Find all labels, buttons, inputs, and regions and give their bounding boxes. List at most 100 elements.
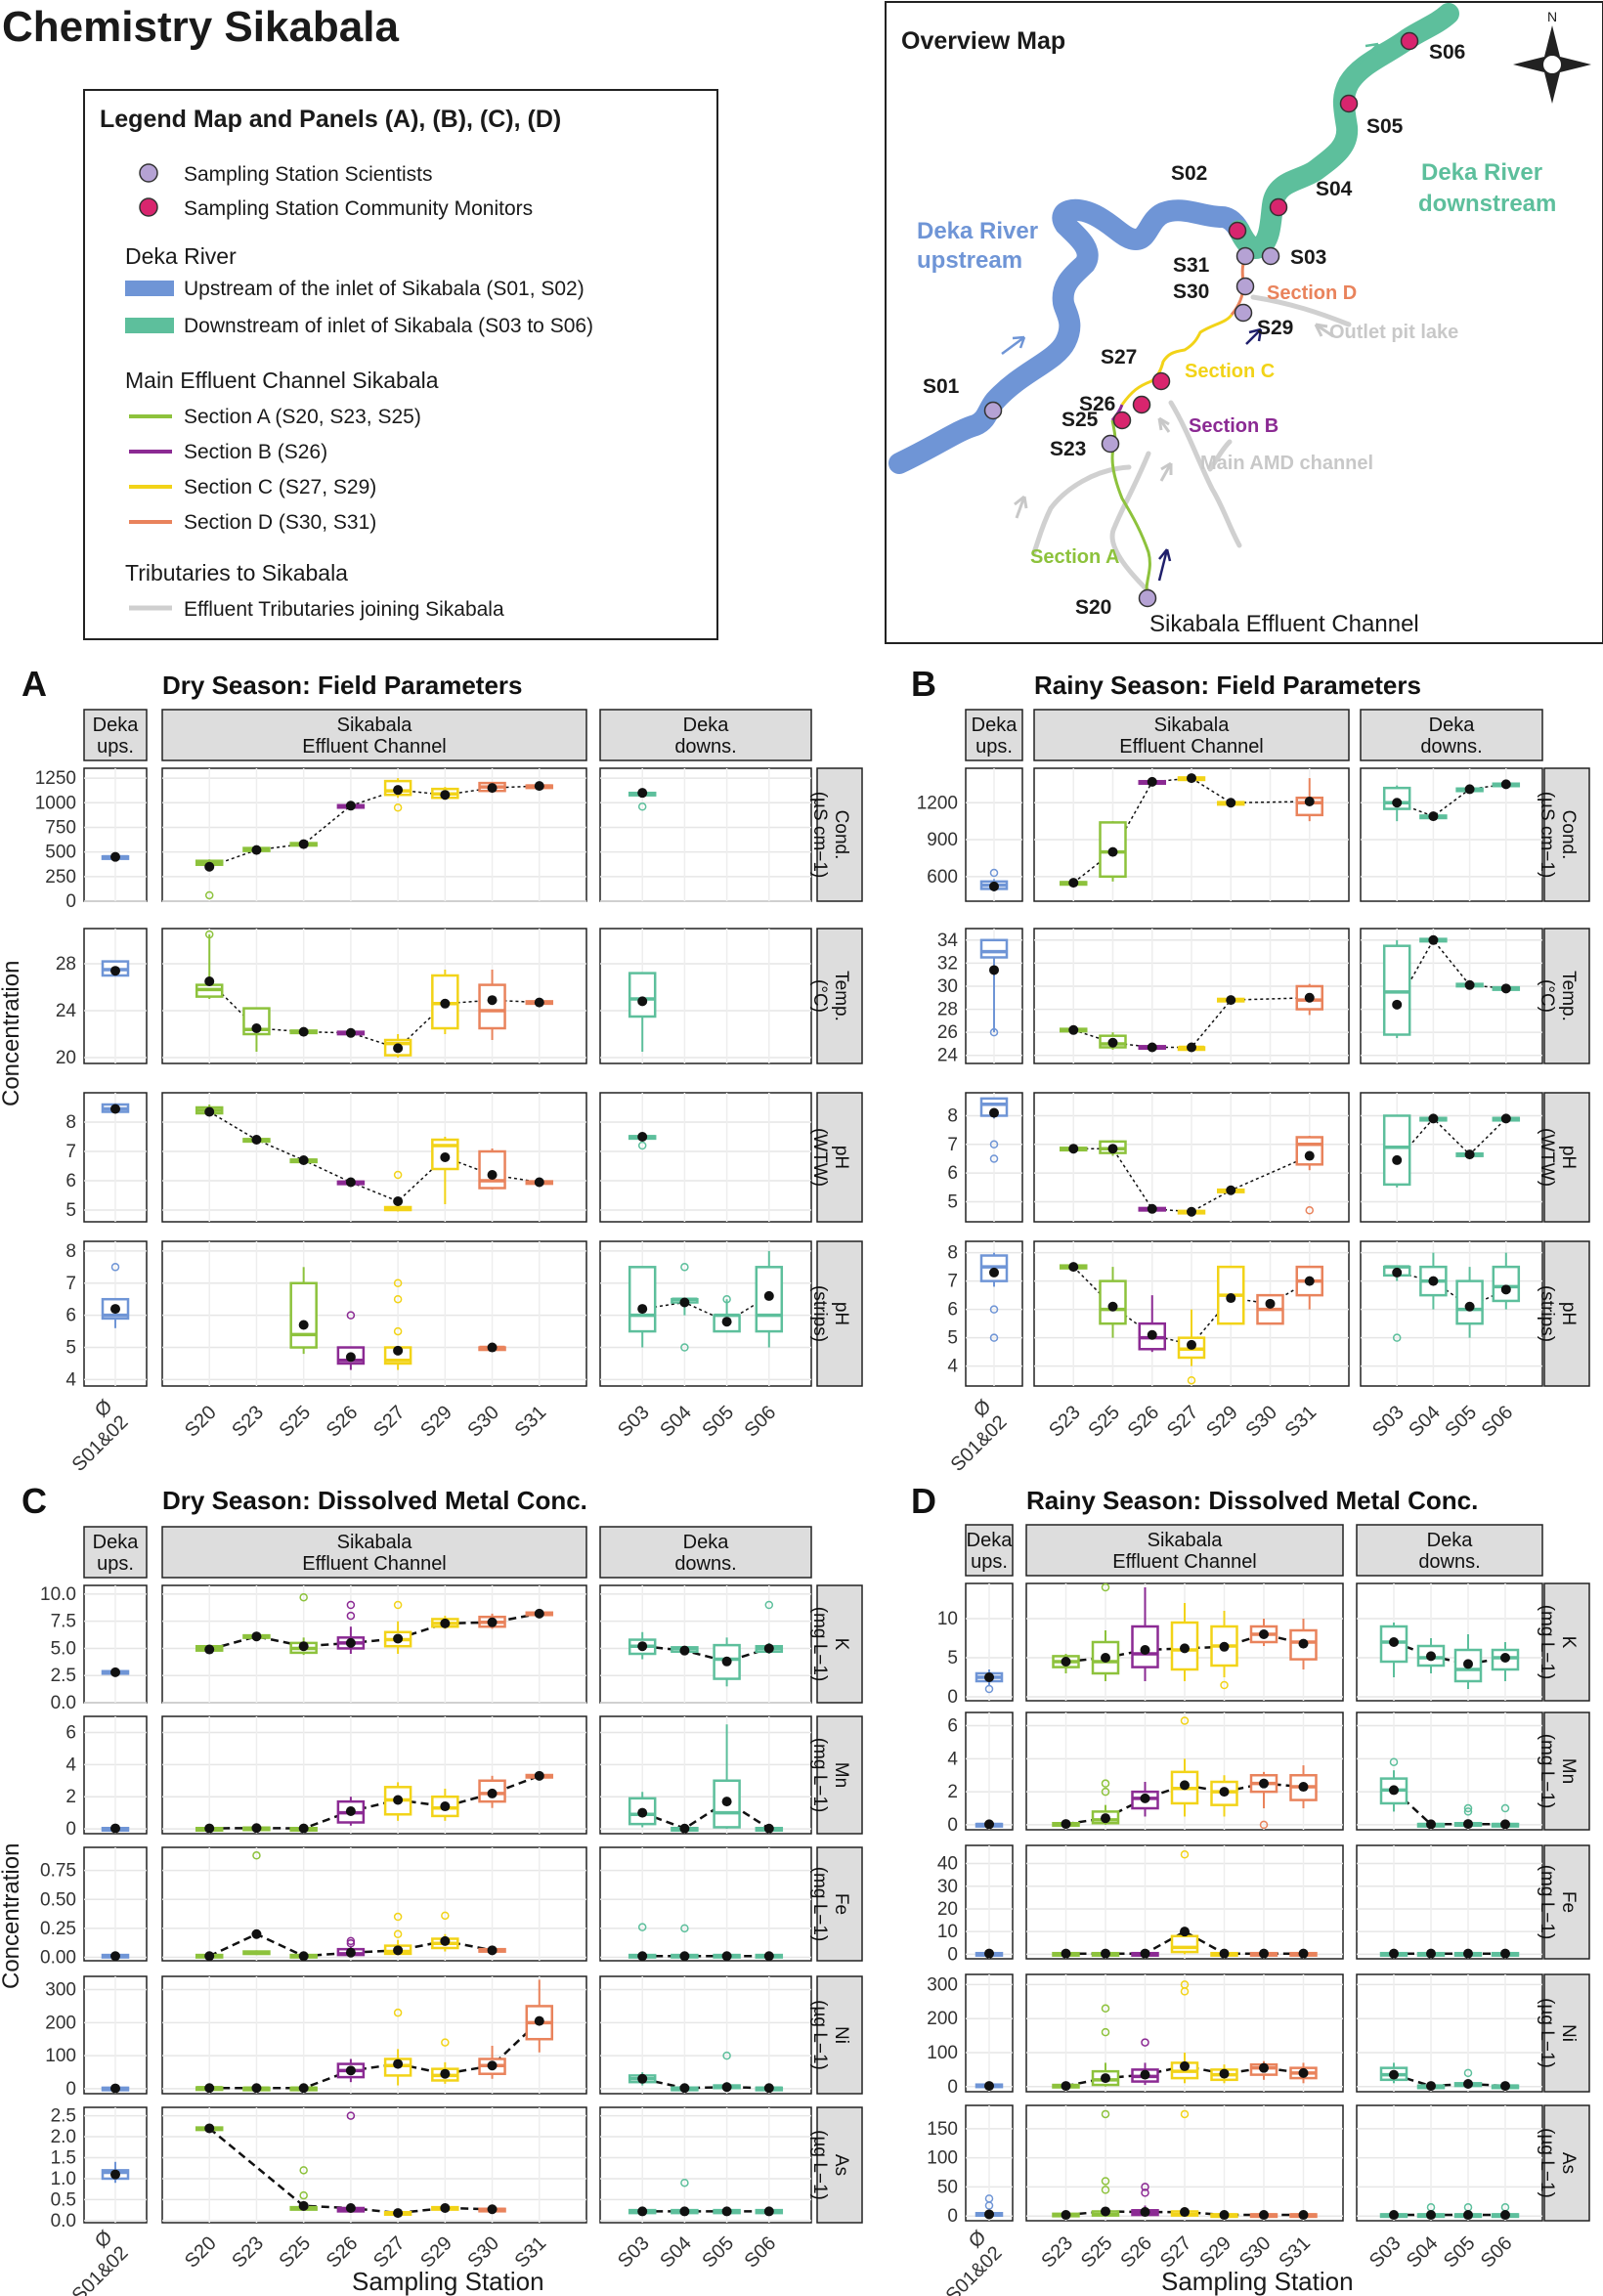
mean-point xyxy=(984,1819,994,1830)
facet-panel xyxy=(161,1846,587,1962)
panel-letter: D xyxy=(911,1481,936,1521)
y-tick-label: 20 xyxy=(56,1048,76,1068)
box-s23 xyxy=(1060,1024,1088,1035)
box-s31 xyxy=(1289,2210,1318,2221)
box-body xyxy=(979,938,1009,959)
box-s06 xyxy=(755,1951,784,1962)
box-s20 xyxy=(195,2123,224,2134)
group-header-label: Effluent Channel xyxy=(302,736,447,758)
mean-point xyxy=(1107,1144,1118,1154)
outlier-point xyxy=(346,1600,356,1610)
mean-point xyxy=(110,2169,120,2180)
map-station-s31 xyxy=(1235,246,1255,266)
tributaries xyxy=(1031,294,1352,599)
map-station-s27 xyxy=(1151,371,1171,391)
box-s03 xyxy=(628,1792,657,1828)
facet-strip-label: As xyxy=(1558,2152,1579,2174)
mean-point xyxy=(1428,1113,1439,1124)
y-tick-label: 7 xyxy=(65,1274,76,1294)
map-station-label-s26: S26 xyxy=(1079,393,1115,415)
mean-point xyxy=(1147,1203,1157,1214)
mean-point xyxy=(1187,773,1196,784)
x-tick-label: S26 xyxy=(1116,2232,1156,2273)
y-tick-label: 4 xyxy=(65,1754,76,1775)
legend-section-a-label: Section A (S20, S23, S25) xyxy=(184,406,421,428)
x-tick-label: S05 xyxy=(698,1402,738,1442)
box-s31 xyxy=(1295,983,1323,1016)
mean-point xyxy=(1298,2067,1309,2078)
facet-panel xyxy=(599,1846,812,1962)
y-tick-label: 1250 xyxy=(35,768,76,789)
box-s01-02 xyxy=(979,938,1009,1037)
box-s29 xyxy=(1210,1948,1238,1959)
map-station-label-s31: S31 xyxy=(1173,254,1210,277)
mean-point xyxy=(763,1951,774,1962)
outlier-point xyxy=(680,2178,689,2188)
facet-strip-label: (µg L−1) xyxy=(1537,1998,1557,2068)
mean-point xyxy=(110,1951,120,1962)
outlier-point xyxy=(1101,1787,1110,1797)
mean-point xyxy=(984,1948,994,1959)
legend-trib-heading: Tributaries to Sikabala xyxy=(125,560,348,585)
trib-arrows xyxy=(1014,323,1334,519)
box-s29 xyxy=(1217,1265,1245,1325)
mean-point xyxy=(440,998,451,1009)
outlier-point xyxy=(1101,2177,1110,2186)
mean-point xyxy=(679,1297,690,1308)
mean-point xyxy=(251,1023,262,1033)
group-header-label: Effluent Channel xyxy=(302,1553,447,1575)
box-s30 xyxy=(478,1342,506,1353)
facet-row-ph: 4 5 6 7 8 pH(strips) xyxy=(947,1240,1590,1387)
box-s31 xyxy=(525,781,554,792)
mean-point xyxy=(721,2082,732,2093)
box-s23 xyxy=(1052,2081,1080,2092)
outlier-point xyxy=(441,2038,450,2047)
facet-strip-label: (mg L−1) xyxy=(809,1738,830,1813)
y-tick-label: 0 xyxy=(65,1819,76,1840)
y-tick-label: 6 xyxy=(947,1300,958,1321)
mean-point xyxy=(1107,1037,1118,1048)
outlier-point xyxy=(1187,1375,1196,1385)
box-s03 xyxy=(628,788,657,811)
group-header-strip xyxy=(599,709,812,761)
facet-panel xyxy=(161,767,587,902)
box-s05 xyxy=(1453,1803,1483,1830)
y-tick-label: 0 xyxy=(65,2079,76,2100)
box-s29 xyxy=(431,1137,459,1204)
mean-point xyxy=(1259,1629,1269,1639)
box-body xyxy=(1382,1114,1411,1187)
legend-deka-heading: Deka River xyxy=(125,243,237,269)
box-s25 xyxy=(1099,1267,1127,1338)
map-station-s04 xyxy=(1269,197,1288,217)
outlier-point xyxy=(1101,1582,1110,1592)
box-s30 xyxy=(478,1775,506,1808)
facet-panel xyxy=(599,2106,812,2224)
mean-point xyxy=(679,2206,690,2217)
outlier-point xyxy=(1180,2109,1190,2119)
outlier-point xyxy=(299,2166,308,2175)
mean-point xyxy=(204,1951,215,1962)
mean-point xyxy=(345,2202,356,2213)
mean-point xyxy=(1226,798,1236,808)
group-header-label: ups. xyxy=(97,736,134,758)
mean-point xyxy=(1180,1927,1190,1937)
box-s06 xyxy=(755,1600,784,1654)
mean-point xyxy=(1500,983,1511,994)
facet-panel xyxy=(161,1240,587,1387)
group-header-label: Deka xyxy=(972,715,1018,736)
y-tick-label: 2.0 xyxy=(51,2127,76,2147)
outlier-point xyxy=(1180,1850,1190,1859)
box-s03 xyxy=(1379,2062,1408,2084)
mean-point xyxy=(721,1317,732,1327)
box-s23 xyxy=(1060,878,1088,888)
mean-point xyxy=(1147,1329,1157,1340)
y-tick-label: 200 xyxy=(927,2009,958,2029)
group-header-label: ups. xyxy=(975,736,1013,758)
mean-point xyxy=(1389,2069,1399,2080)
mean-trend-line xyxy=(1397,1272,1507,1308)
x-tick-label: S05 xyxy=(1441,1402,1481,1442)
box-s06 xyxy=(755,2206,784,2217)
mean-point xyxy=(298,1641,309,1652)
overview-map: Overview Map N xyxy=(885,1,1603,644)
mean-point xyxy=(1180,2207,1190,2218)
